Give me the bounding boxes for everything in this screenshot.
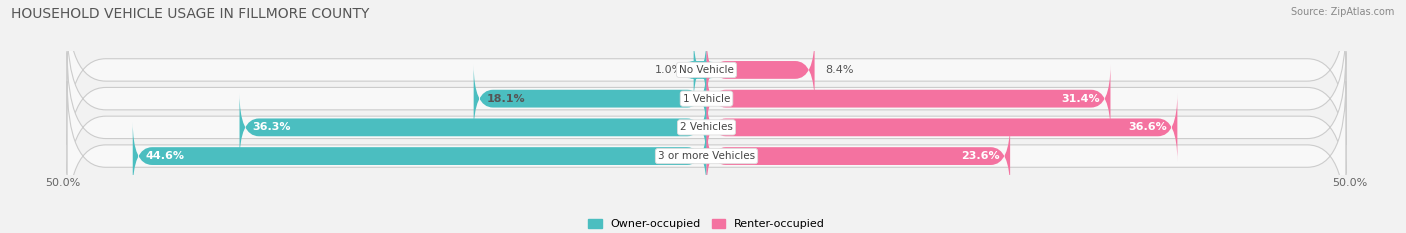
- Text: Source: ZipAtlas.com: Source: ZipAtlas.com: [1291, 7, 1395, 17]
- Text: 18.1%: 18.1%: [486, 94, 526, 104]
- FancyBboxPatch shape: [707, 122, 1010, 190]
- Text: No Vehicle: No Vehicle: [679, 65, 734, 75]
- FancyBboxPatch shape: [707, 93, 1177, 161]
- FancyBboxPatch shape: [707, 36, 814, 104]
- Text: HOUSEHOLD VEHICLE USAGE IN FILLMORE COUNTY: HOUSEHOLD VEHICLE USAGE IN FILLMORE COUN…: [11, 7, 370, 21]
- Text: 31.4%: 31.4%: [1062, 94, 1099, 104]
- FancyBboxPatch shape: [688, 36, 713, 104]
- FancyBboxPatch shape: [239, 93, 707, 161]
- FancyBboxPatch shape: [67, 24, 1346, 174]
- Text: 23.6%: 23.6%: [962, 151, 1000, 161]
- Text: 36.6%: 36.6%: [1129, 122, 1167, 132]
- FancyBboxPatch shape: [707, 65, 1111, 133]
- Text: 8.4%: 8.4%: [825, 65, 853, 75]
- Text: 1 Vehicle: 1 Vehicle: [683, 94, 730, 104]
- FancyBboxPatch shape: [67, 81, 1346, 231]
- FancyBboxPatch shape: [474, 65, 707, 133]
- FancyBboxPatch shape: [67, 0, 1346, 145]
- Text: 2 Vehicles: 2 Vehicles: [681, 122, 733, 132]
- Text: 1.0%: 1.0%: [655, 65, 683, 75]
- Text: 36.3%: 36.3%: [253, 122, 291, 132]
- Text: 44.6%: 44.6%: [146, 151, 184, 161]
- FancyBboxPatch shape: [132, 122, 707, 190]
- Text: 3 or more Vehicles: 3 or more Vehicles: [658, 151, 755, 161]
- FancyBboxPatch shape: [67, 52, 1346, 202]
- Legend: Owner-occupied, Renter-occupied: Owner-occupied, Renter-occupied: [583, 214, 830, 233]
